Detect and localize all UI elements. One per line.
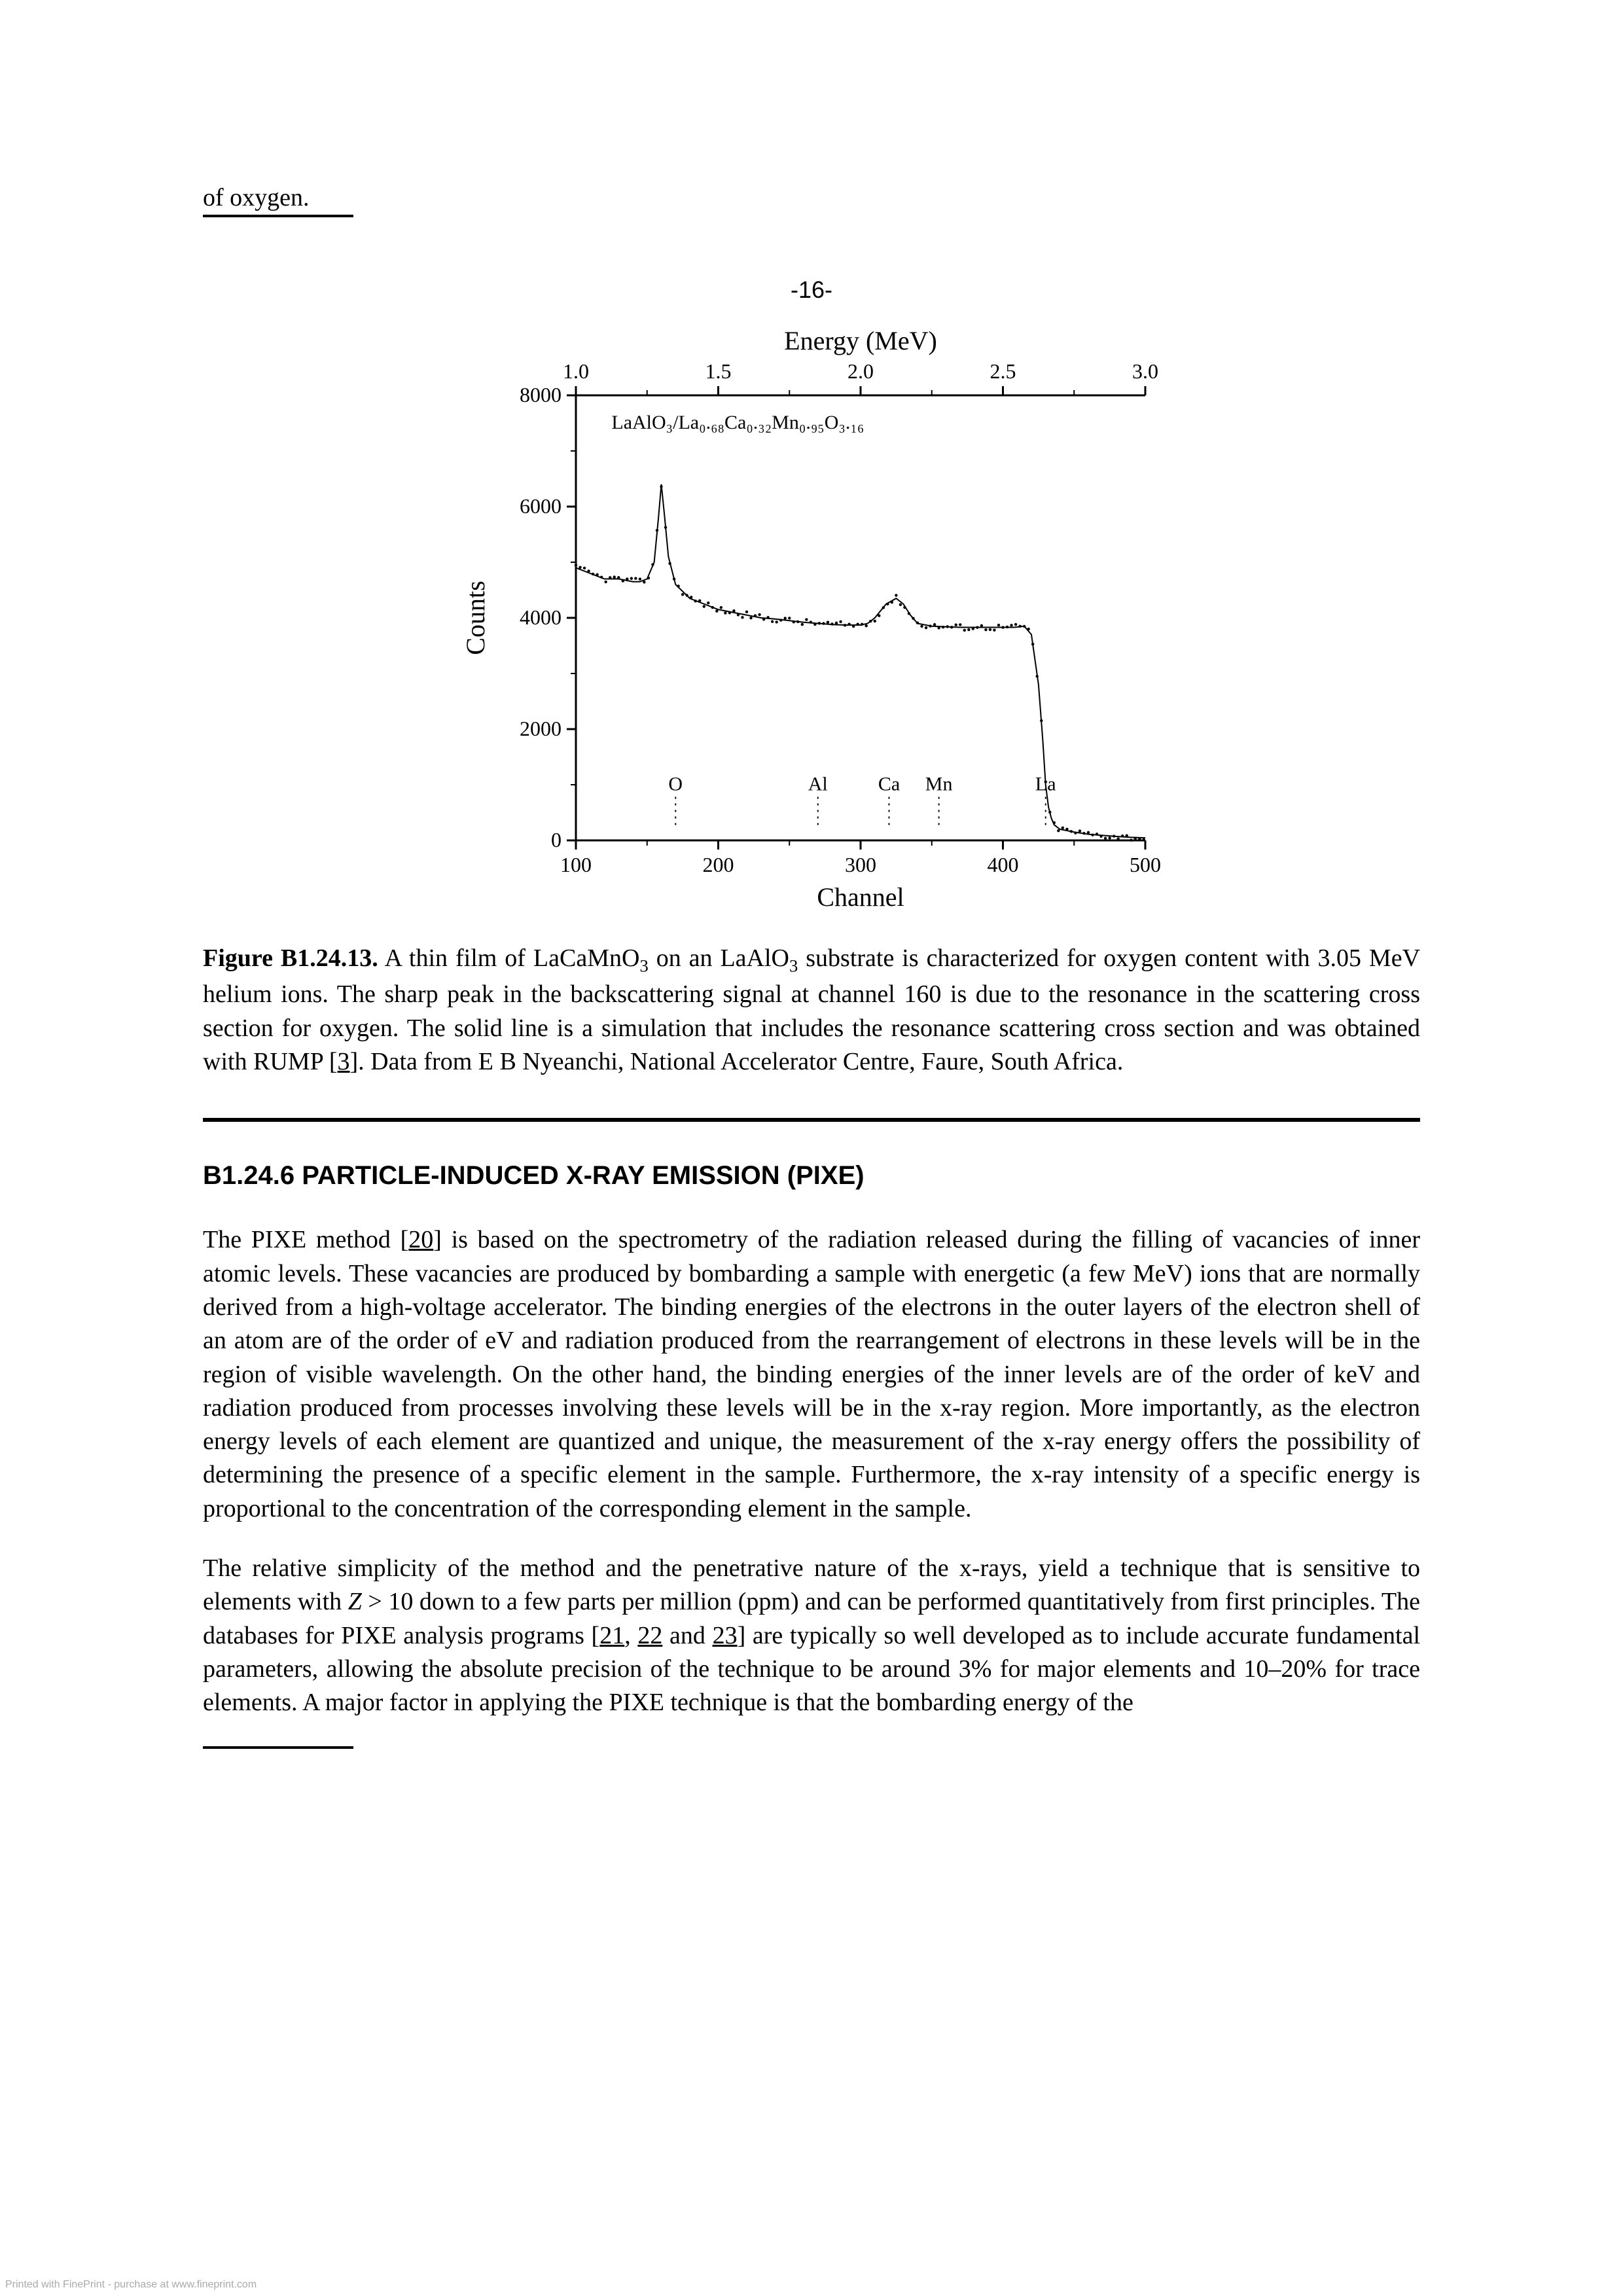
svg-text:1.5: 1.5: [705, 359, 732, 383]
paragraph-1: The PIXE method [20] is based on the spe…: [203, 1223, 1420, 1526]
svg-text:300: 300: [845, 853, 876, 876]
ref-20[interactable]: 20: [408, 1226, 433, 1253]
svg-text:3.0: 3.0: [1132, 359, 1158, 383]
short-rule: [203, 215, 353, 217]
svg-text:500: 500: [1130, 853, 1161, 876]
p2-s2: and: [662, 1622, 712, 1649]
svg-text:200: 200: [703, 853, 734, 876]
svg-text:2000: 2000: [520, 717, 562, 740]
svg-text:6000: 6000: [520, 494, 562, 518]
svg-text:O: O: [668, 774, 683, 795]
paragraph-2: The relative simplicity of the method an…: [203, 1552, 1420, 1719]
svg-text:0: 0: [551, 828, 562, 852]
svg-text:Counts: Counts: [461, 581, 490, 655]
svg-text:1.0: 1.0: [563, 359, 589, 383]
ref-22[interactable]: 22: [637, 1622, 662, 1649]
caption-t2: on an LaAlO: [649, 944, 789, 972]
caption-label: Figure B1.24.13.: [203, 944, 378, 972]
p1-post: ] is based on the spectrometry of the ra…: [203, 1226, 1420, 1522]
var-z: Z: [348, 1588, 362, 1615]
p2-s1: ,: [624, 1622, 637, 1649]
section-rule: [203, 1118, 1420, 1122]
ref-23[interactable]: 23: [713, 1622, 738, 1649]
svg-text:100: 100: [560, 853, 592, 876]
caption-ref-3[interactable]: 3: [338, 1048, 350, 1075]
figure-caption: Figure B1.24.13. A thin film of LaCaMnO3…: [203, 942, 1420, 1079]
svg-text:8000: 8000: [520, 383, 562, 406]
page-number: -16-: [203, 276, 1420, 304]
ref-21[interactable]: 21: [599, 1622, 624, 1649]
caption-s1: 3: [639, 956, 648, 976]
svg-text:Mn: Mn: [925, 774, 953, 795]
svg-text:Al: Al: [808, 774, 828, 795]
svg-text:4000: 4000: [520, 605, 562, 629]
svg-text:LaAlO₃/La₀.₆₈Ca₀.₃₂Mn₀.₉₅O₃.₁₆: LaAlO₃/La₀.₆₈Ca₀.₃₂Mn₀.₉₅O₃.₁₆: [611, 412, 864, 433]
svg-text:2.0: 2.0: [847, 359, 874, 383]
page: of oxygen. -16- 1002003004005001.01.52.0…: [0, 0, 1623, 2296]
caption-t6: ]. Data from E B Nyeanchi, National Acce…: [350, 1048, 1124, 1075]
figure: 100 200 300 400 500 1.0 1.5 2.0 2.5 3.0 0 2000 4000 6…: [203, 317, 1420, 922]
bottom-short-rule: [203, 1746, 353, 1749]
svg-text:Energy (MeV): Energy (MeV): [784, 326, 937, 355]
svg-text:Channel: Channel: [817, 882, 904, 912]
caption-s3: 3: [789, 956, 798, 976]
footer-watermark: Printed with FinePrint - purchase at www…: [5, 2279, 257, 2291]
p1-pre: The PIXE method [: [203, 1226, 408, 1253]
svg-text:La: La: [1035, 774, 1056, 795]
spectrum-chart: 100 200 300 400 500 1.0 1.5 2.0 2.5 3.0 0 2000 4000 6…: [438, 317, 1185, 922]
caption-t0: A thin film of LaCaMnO: [378, 944, 640, 972]
section-heading: B1.24.6 PARTICLE-INDUCED X-RAY EMISSION …: [203, 1161, 1420, 1191]
running-fragment: of oxygen.: [203, 183, 1420, 212]
svg-text:2.5: 2.5: [990, 359, 1016, 383]
svg-text:400: 400: [988, 853, 1019, 876]
svg-text:Ca: Ca: [878, 774, 900, 795]
